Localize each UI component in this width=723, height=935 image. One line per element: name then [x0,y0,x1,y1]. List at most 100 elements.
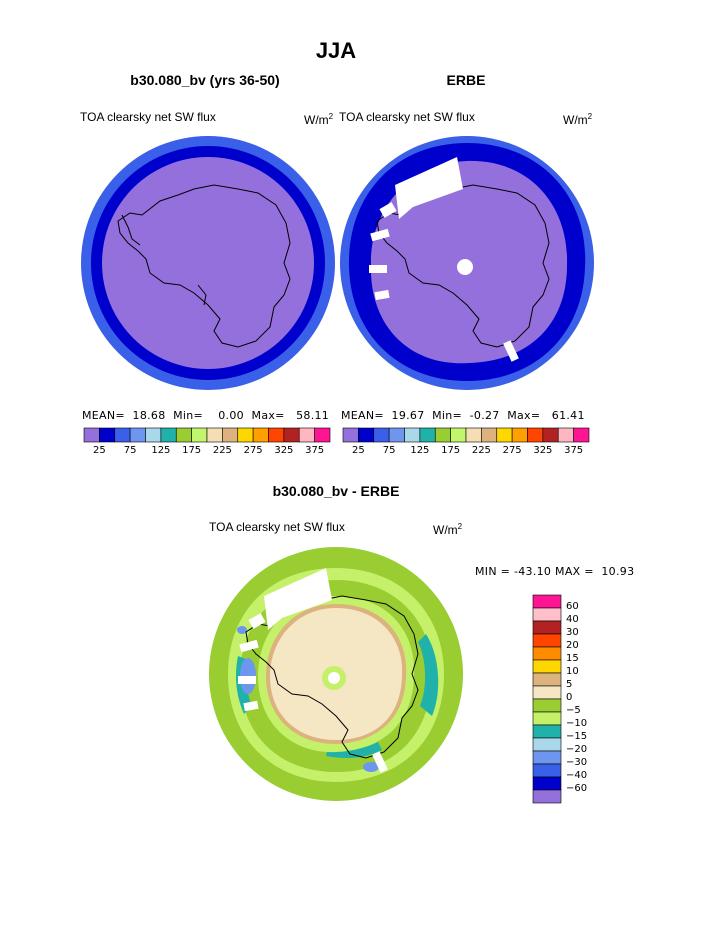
diff-units: W/m2 [433,522,462,537]
colorbar-swatch [532,620,562,635]
colorbar-swatch [532,685,562,700]
colorbar-tick-label: 325 [274,445,294,456]
colorbar-tick-label: 75 [382,445,396,456]
colorbar-swatch [358,427,375,443]
colorbar-swatch [532,789,562,804]
colorbar-tick-label: 30 [566,627,579,638]
colorbar-swatch [268,427,285,443]
colorbar-tick-label: 375 [305,445,325,456]
colorbar-swatch [114,427,131,443]
colorbar-tick-label: −60 [566,783,588,794]
colorbar-swatch [99,427,116,443]
panel-2-colorbar [342,427,590,443]
mean-label: MEAN= [82,409,125,422]
colorbar-tick-label: 75 [123,445,137,456]
colorbar-swatch [373,427,390,443]
colorbar-swatch [511,427,528,443]
colorbar-swatch [175,427,192,443]
colorbar-tick-label: 0 [566,692,573,703]
diff-units-text: W/m [433,523,458,537]
pole-hole [457,259,473,275]
missing-data-mask [238,568,388,773]
colorbar-swatch [252,427,269,443]
colorbar-swatch [532,633,562,648]
colorbar-swatch [222,427,239,443]
panel-2-field-label: TOA clearsky net SW flux [339,110,475,124]
colorbar-swatch [206,427,223,443]
colorbar-tick-label: 275 [502,445,522,456]
colorbar-swatch [496,427,513,443]
mean-value: 18.68 [132,409,166,422]
min-label: Min= [173,409,204,422]
max-value: 61.41 [551,409,585,422]
diff-minmax: MIN = -43.10 MAX = 10.93 [475,565,635,578]
colorbar-swatch [532,737,562,752]
colorbar-tick-label: 15 [566,653,579,664]
min-value: 0.00 [218,409,244,422]
colorbar-swatch [342,427,359,443]
colorbar-tick-label: −5 [566,705,581,716]
colorbar-tick-label: 25 [352,445,365,456]
min-value: -0.27 [469,409,500,422]
colorbar-swatch [532,711,562,726]
missing-data-mask [369,157,519,362]
colorbar-tick-label: −40 [566,770,588,781]
panel-2-units-text: W/m [563,113,588,127]
colorbar-swatch [532,672,562,687]
colorbar-tick-label: 10 [566,666,579,677]
ross-shelf-outline [197,284,207,306]
antarctica-coastline [117,184,291,348]
panel-1-units-exp: 2 [328,112,334,121]
mean-label: MEAN= [341,409,384,422]
colorbar-tick-label: −10 [566,718,588,729]
panel-2-stats: MEAN= 19.67 Min= -0.27 Max= 61.41 [341,409,585,422]
panel-2-polar-map [340,136,594,390]
colorbar-swatch [532,594,562,609]
colorbar-tick-label: −20 [566,744,588,755]
colorbar-swatch [314,427,331,443]
colorbar-swatch [532,698,562,713]
colorbar-tick-label: 20 [566,640,579,651]
colorbar-tick-label: 40 [566,614,579,625]
panel-2-units: W/m2 [563,112,592,127]
colorbar-swatch [404,427,421,443]
mean-value: 19.67 [391,409,425,422]
diff-field-label: TOA clearsky net SW flux [209,520,345,534]
colorbar-swatch [527,427,544,443]
colorbar-swatch [532,646,562,661]
colorbar-tick-label: 60 [566,601,579,612]
colorbar-swatch [532,763,562,778]
max-value: 58.11 [296,409,330,422]
colorbar-swatch [434,427,451,443]
colorbar-swatch [532,776,562,791]
colorbar-tick-label: −15 [566,731,588,742]
panel-1-title: b30.080_bv (yrs 36-50) [130,72,280,88]
panel-1-polar-map [81,136,335,390]
colorbar-tick-label: 325 [533,445,553,456]
colorbar-tick-label: 125 [410,445,430,456]
colorbar-swatch [298,427,315,443]
colorbar-swatch [465,427,482,443]
min-label: Min= [432,409,463,422]
colorbar-swatch [532,607,562,622]
colorbar-swatch [83,427,100,443]
colorbar-swatch [532,724,562,739]
panel-1-colorbar [83,427,331,443]
panel-1-stats: MEAN= 18.68 Min= 0.00 Max= 58.11 [82,409,329,422]
colorbar-tick-label: −30 [566,757,588,768]
colorbar-swatch [129,427,146,443]
colorbar-swatch [573,427,590,443]
colorbar-tick-label: 375 [564,445,584,456]
map-core-purple [102,157,314,369]
colorbar-swatch [557,427,574,443]
max-label: Max= [251,409,285,422]
colorbar-tick-label: 5 [566,679,573,690]
peninsula-outline [121,214,141,246]
colorbar-tick-label: 225 [212,445,232,456]
diff-units-exp: 2 [457,522,463,531]
panel-1-units-text: W/m [304,113,329,127]
panel-1-field-label: TOA clearsky net SW flux [80,110,216,124]
colorbar-swatch [145,427,162,443]
pole-hole [328,672,340,684]
colorbar-swatch [388,427,405,443]
